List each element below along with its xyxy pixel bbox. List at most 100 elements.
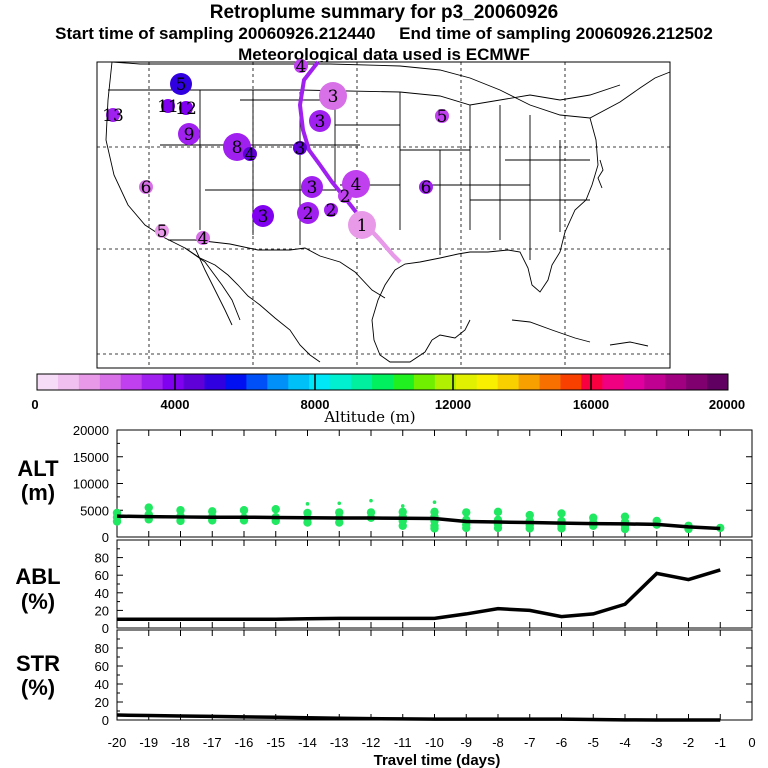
y-tick-label: 80: [95, 641, 109, 656]
plume-marker: [106, 108, 120, 122]
plume-marker: [324, 203, 338, 217]
colorbar-swatch: [57, 374, 80, 390]
plume-label: 12: [175, 99, 197, 119]
colorbar-swatch: [476, 374, 499, 390]
plume-label-text: 13: [102, 106, 124, 126]
colorbar-swatch: [372, 374, 394, 390]
scatter-point: [525, 510, 534, 520]
plume-label: 2: [324, 201, 338, 221]
y-tick-label: 60: [95, 659, 109, 674]
scatter-point: [398, 521, 407, 530]
y-tick-label: 5000: [80, 503, 109, 518]
plume-marker: [196, 231, 210, 245]
plume-label: 4: [196, 229, 210, 249]
plume-label: 3: [293, 139, 307, 159]
x-tick-label: -1: [714, 735, 726, 750]
plume-label-text: 2: [326, 201, 337, 221]
plume-label-text: 4: [198, 229, 209, 249]
abl-label: ABL: [15, 564, 60, 589]
plume-label: 5: [170, 73, 192, 95]
plume-label-text: 8: [232, 138, 243, 158]
colorbar-swatch: [686, 374, 708, 390]
y-tick-label: 40: [95, 586, 109, 601]
plume-marker: [309, 110, 331, 132]
x-tick-label: -13: [330, 735, 349, 750]
sampling-times: Start time of sampling 20060926.212440 E…: [0, 24, 768, 44]
y-tick-label: 60: [95, 568, 109, 583]
scatter-point: [493, 523, 503, 533]
colorbar-swatch: [225, 374, 247, 390]
colorbar-swatch: [204, 374, 226, 390]
colorbar-swatch: [413, 374, 436, 390]
colorbar-swatch: [246, 374, 268, 390]
y-tick-label: 10000: [73, 477, 109, 492]
colorbar-swatch: [309, 374, 331, 390]
colorbar-tick-8000: 8000: [301, 397, 330, 412]
plume-label: 5: [155, 222, 169, 242]
scatter-point: [112, 517, 122, 526]
x-tick-label: -9: [460, 735, 472, 750]
x-tick-label: -7: [524, 735, 536, 750]
plume-marker: [301, 176, 323, 198]
colorbar-swatch: [392, 374, 415, 390]
altitude-colorbar: [36, 373, 729, 391]
colorbar-swatch: [120, 374, 143, 390]
scatter-point: [335, 518, 344, 527]
colorbar-swatch: [518, 374, 541, 390]
plume-marker: [338, 189, 352, 203]
met-data-label: Meteorological data used is ECMWF: [238, 45, 530, 64]
plume-label: 3: [301, 176, 323, 198]
x-tick-label: -8: [492, 735, 504, 750]
x-tick-label: -6: [556, 735, 568, 750]
plume-label-text: 3: [315, 112, 326, 132]
y-tick-label: 0: [102, 713, 109, 728]
colorbar-tick-16000: 16000: [573, 397, 609, 412]
scatter-point: [493, 507, 503, 517]
plume-label-text: 6: [421, 178, 432, 198]
plume-marker: [155, 224, 169, 238]
alt-panel: 0 5000 10000 15000 20000: [73, 423, 753, 545]
colorbar-swatch: [78, 374, 101, 390]
start-time-label: Start time of sampling 20060926.212440: [55, 24, 376, 43]
scatter-point: [369, 498, 373, 503]
plume-label: 2: [297, 202, 319, 224]
colorbar-swatch: [581, 374, 603, 390]
plume-label: 3: [309, 110, 331, 132]
plume-label-text: 3: [328, 87, 339, 107]
plume-label-text: 5: [176, 75, 187, 95]
plume-label: 4: [294, 57, 308, 77]
plume-label: 5: [435, 107, 449, 127]
colorbar-tick-12000: 12000: [435, 397, 471, 412]
plume-marker: [170, 73, 192, 95]
colorbar-tick-20000: 20000: [709, 397, 745, 412]
colorbar-frame: [36, 373, 729, 391]
colorbar-swatch: [99, 374, 122, 390]
x-tick-label: -18: [171, 735, 190, 750]
x-tick-label: -20: [108, 735, 127, 750]
plume-label: 2: [338, 187, 352, 207]
plume-marker: [294, 59, 308, 73]
scatter-point: [557, 509, 566, 518]
plume-marker: [243, 147, 257, 161]
plume-label: 4: [243, 145, 257, 165]
map-frame: [96, 61, 671, 369]
scatter-point: [176, 506, 185, 515]
plume-label: 3: [252, 205, 274, 227]
plume-label: 1: [348, 211, 376, 239]
colorbar-swatch: [183, 374, 206, 390]
x-tick-label: -4: [619, 735, 631, 750]
y-tick-label: 40: [95, 677, 109, 692]
x-tick-labels: -20 -19 -18 -17 -16 -15 -14 -13 -12 -11 -10 -9 -8 -7-…: [108, 735, 756, 750]
plume-marker: [319, 82, 347, 110]
colorbar-tick-labels: 0 4000 8000 12000 16000 20000: [31, 397, 745, 412]
x-tick-label: -10: [425, 735, 444, 750]
scatter-point: [557, 524, 566, 533]
plume-label: 6: [419, 178, 433, 198]
y-tick-label: 0: [102, 621, 109, 636]
plume-label-text: 4: [296, 57, 307, 77]
plume-label-text: 3: [307, 178, 318, 198]
scatter-point: [525, 524, 534, 533]
plume-label-text: 9: [184, 125, 195, 145]
